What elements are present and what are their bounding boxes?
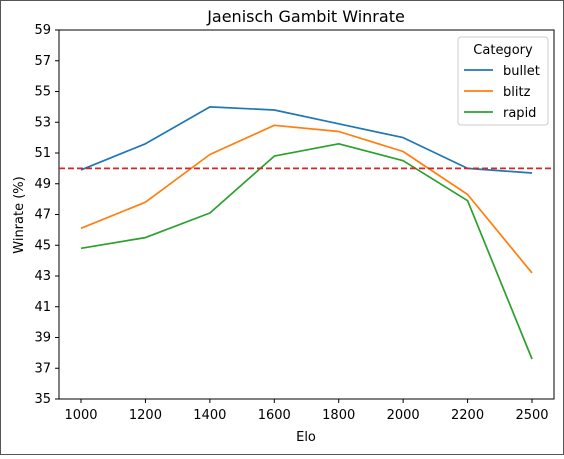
legend-title: Category (473, 43, 533, 58)
legend-label-bullet: bullet (503, 64, 540, 79)
y-tick-label: 51 (34, 146, 51, 161)
x-tick-label: 2200 (451, 408, 484, 423)
series-line-rapid (81, 144, 532, 359)
y-tick-label: 45 (34, 238, 51, 253)
y-axis-label: Winrate (%) (12, 176, 27, 253)
x-tick-label: 1200 (129, 408, 162, 423)
y-tick-label: 39 (34, 331, 51, 346)
y-tick-label: 55 (34, 85, 51, 100)
legend-label-rapid: rapid (503, 106, 536, 121)
x-tick-label: 2000 (387, 408, 420, 423)
x-tick-label: 1600 (258, 408, 291, 423)
chart-title: Jaenisch Gambit Winrate (206, 7, 405, 26)
x-tick-label: 1800 (322, 408, 355, 423)
y-tick-label: 49 (34, 177, 51, 192)
y-tick-label: 41 (34, 300, 51, 315)
x-tick-label: 2500 (515, 408, 548, 423)
legend-label-blitz: blitz (503, 85, 531, 100)
y-tick-label: 35 (34, 392, 51, 407)
x-axis-label: Elo (296, 430, 316, 445)
y-tick-label: 59 (34, 23, 51, 38)
y-tick-label: 47 (34, 208, 51, 223)
x-tick-label: 1400 (193, 408, 226, 423)
y-tick-label: 53 (34, 115, 51, 130)
x-tick-label: 1000 (64, 408, 97, 423)
y-tick-label: 43 (34, 269, 51, 284)
y-tick-label: 57 (34, 54, 51, 69)
legend: Category bullet blitz rapid (458, 37, 548, 125)
y-tick-label: 37 (34, 361, 51, 376)
